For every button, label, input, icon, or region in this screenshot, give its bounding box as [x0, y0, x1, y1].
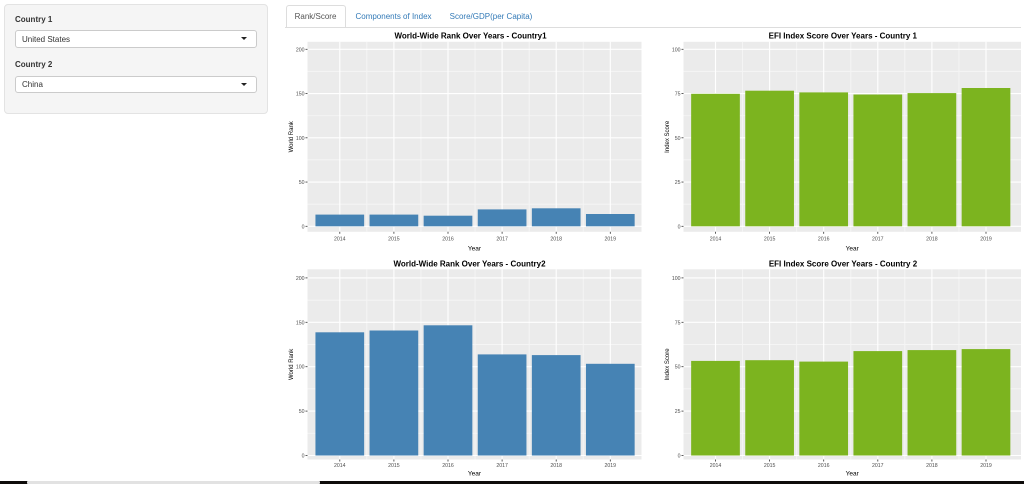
svg-text:100: 100 — [296, 365, 305, 371]
svg-text:EFI Index Score Over Years - C: EFI Index Score Over Years - Country 2 — [769, 259, 918, 268]
svg-text:World-Wide Rank Over Years - C: World-Wide Rank Over Years - Country1 — [394, 32, 547, 41]
svg-text:25: 25 — [675, 180, 681, 186]
svg-text:50: 50 — [299, 409, 305, 415]
svg-text:2014: 2014 — [710, 237, 722, 243]
svg-text:2018: 2018 — [926, 463, 938, 469]
svg-text:50: 50 — [299, 180, 305, 186]
svg-text:2019: 2019 — [980, 237, 992, 243]
svg-text:2019: 2019 — [980, 463, 992, 469]
svg-text:75: 75 — [675, 92, 681, 98]
svg-text:EFI Index Score Over Years - C: EFI Index Score Over Years - Country 1 — [769, 32, 918, 41]
svg-text:50: 50 — [675, 136, 681, 142]
svg-text:2017: 2017 — [496, 237, 508, 243]
svg-text:2016: 2016 — [442, 463, 454, 469]
svg-text:2018: 2018 — [550, 463, 562, 469]
svg-text:Year: Year — [468, 471, 482, 478]
svg-text:2018: 2018 — [926, 237, 938, 243]
svg-text:200: 200 — [296, 276, 305, 282]
svg-text:2017: 2017 — [872, 237, 884, 243]
svg-text:50: 50 — [675, 365, 681, 371]
svg-text:0: 0 — [678, 454, 681, 460]
svg-text:0: 0 — [302, 454, 305, 460]
svg-text:25: 25 — [675, 409, 681, 415]
svg-text:2016: 2016 — [818, 237, 830, 243]
svg-text:75: 75 — [675, 320, 681, 326]
svg-text:2017: 2017 — [872, 463, 884, 469]
svg-text:2018: 2018 — [550, 237, 562, 243]
svg-text:Year: Year — [468, 245, 482, 252]
svg-text:2014: 2014 — [334, 463, 346, 469]
svg-text:2019: 2019 — [605, 237, 617, 243]
svg-text:World-Wide Rank Over Years - C: World-Wide Rank Over Years - Country2 — [393, 259, 546, 268]
svg-text:2014: 2014 — [334, 237, 346, 243]
svg-text:150: 150 — [296, 92, 305, 98]
svg-text:150: 150 — [296, 320, 305, 326]
svg-text:2016: 2016 — [442, 237, 454, 243]
svg-text:2015: 2015 — [764, 463, 776, 469]
svg-text:2016: 2016 — [818, 463, 830, 469]
svg-text:2019: 2019 — [605, 463, 617, 469]
svg-text:Index Score: Index Score — [665, 348, 671, 381]
svg-text:100: 100 — [672, 47, 681, 53]
svg-text:Year: Year — [846, 471, 860, 478]
svg-text:2015: 2015 — [388, 237, 400, 243]
svg-text:Year: Year — [846, 245, 860, 252]
svg-text:200: 200 — [296, 47, 305, 53]
svg-text:2015: 2015 — [388, 463, 400, 469]
svg-text:World Rank: World Rank — [289, 348, 295, 380]
svg-text:2017: 2017 — [496, 463, 508, 469]
svg-text:100: 100 — [296, 136, 305, 142]
svg-text:2015: 2015 — [764, 237, 776, 243]
svg-text:2014: 2014 — [710, 463, 722, 469]
svg-text:World Rank: World Rank — [289, 120, 295, 152]
svg-text:0: 0 — [302, 224, 305, 230]
svg-text:Index Score: Index Score — [665, 120, 671, 153]
svg-text:0: 0 — [678, 224, 681, 230]
svg-text:100: 100 — [672, 276, 681, 282]
